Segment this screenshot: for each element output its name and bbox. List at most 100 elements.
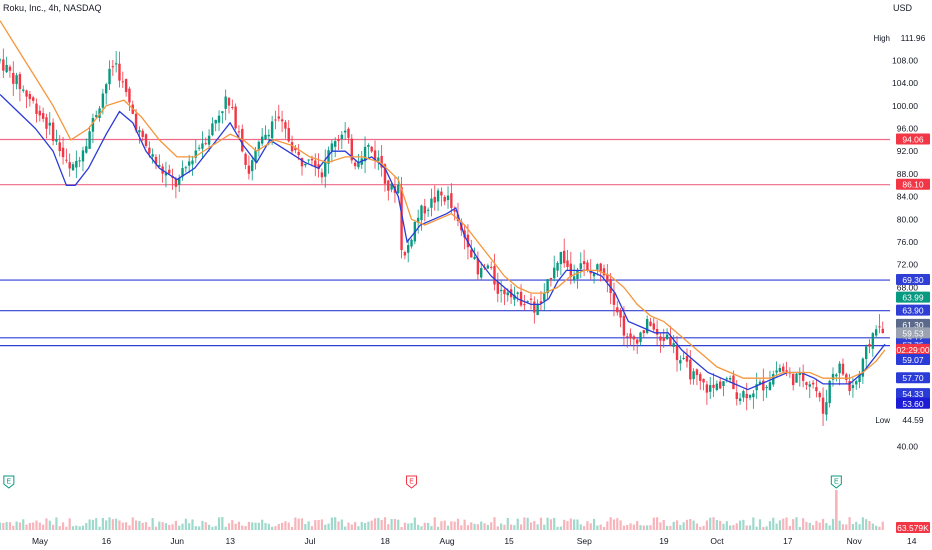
candle-body [340,134,344,140]
date-tick: Jun [170,536,184,546]
volume-bar [556,526,559,530]
price-tag-4: 02:29:00 [896,343,930,355]
volume-bar [393,518,397,530]
volume-bar [241,525,244,530]
candle-body [821,397,825,414]
currency-label: USD [892,3,912,13]
volume-bar [390,519,393,530]
volume-bar [101,517,104,530]
candle-body [855,381,858,385]
candle-body [745,393,748,399]
volume-bar [745,525,748,530]
candle-body [715,383,719,390]
volume-bar [456,518,460,530]
candle-body [699,374,702,381]
volume-bar [277,523,280,530]
candle-body [831,373,835,380]
candle-body [390,183,393,190]
volume-bar [503,524,506,530]
candle-body [287,128,290,142]
volume-bar [589,523,592,530]
volume-bar [35,520,38,530]
volume-bar [370,520,373,530]
volume-bar [22,519,25,530]
volume-bar [380,519,383,530]
candle-body [217,115,221,123]
volume-bar [88,519,91,530]
candle-body [669,336,672,345]
tag-bg [896,133,930,145]
tag-text: 63.579K [897,523,929,533]
candle-body [874,329,878,336]
volume-bar [782,518,785,530]
volume-bar [287,522,290,530]
volume-bar [735,523,738,530]
candle-body [450,193,453,208]
candle-body [735,392,738,400]
candle-body [164,172,168,176]
tag-bg [896,327,930,339]
candle-body [35,103,38,114]
volume-bar [616,518,619,530]
volume-bar [450,521,453,530]
volume-bar [592,518,596,530]
volume-bar [314,520,317,530]
candle-body [400,187,403,251]
price-tick: 104.00 [892,78,918,88]
volume-bar [194,526,197,530]
tag-bg [896,397,930,409]
volume-bar [665,525,669,530]
moving-averages [0,20,886,391]
volume-bar [363,522,367,530]
tag-bg [896,388,930,400]
volume-bar [48,520,51,530]
candle-body [118,63,121,81]
candle-body [151,154,154,157]
candle-body [85,146,88,153]
volume-bar [128,525,131,530]
candle-body [556,262,559,271]
candle-body [649,321,652,326]
volume-bar [586,521,589,530]
volume-bar [732,525,735,530]
tag-bg [896,372,930,384]
candle-body [801,372,805,381]
volume-bar [569,518,572,530]
price-note: High [874,34,890,43]
candle-body [473,256,476,259]
volume-bar [436,526,440,530]
candle-body [709,385,712,392]
tag-bg [896,274,930,286]
candle-body [353,162,357,167]
volume-bar [549,519,553,530]
candle-body [300,157,304,167]
volume-bar [85,522,88,530]
volume-bar [81,525,85,530]
volume-bar [672,521,675,530]
volume-bar [682,522,685,530]
candle-body [420,205,423,221]
volume-bar [221,517,224,530]
candle-body [357,162,360,168]
price-tick: 40.00 [897,441,919,451]
earnings-label: E [409,479,414,486]
candle-body [377,157,380,161]
volume-bar [493,517,496,530]
date-tick: Jul [304,536,315,546]
candle-body [818,392,821,398]
candle-body [440,191,443,196]
price-tick: 100.00 [892,101,918,111]
candle-body [596,264,599,270]
volume-bar [500,523,503,530]
volume-bar [649,525,652,530]
candle-body [347,128,350,138]
candle-body [330,143,334,151]
price-tick: 80.00 [897,214,919,224]
candle-body [702,378,705,383]
volume-bar [622,525,626,530]
candle-body [174,178,178,187]
volume-bar [423,522,426,530]
tag-text: 59.07 [902,355,924,365]
candle-body [75,160,78,168]
